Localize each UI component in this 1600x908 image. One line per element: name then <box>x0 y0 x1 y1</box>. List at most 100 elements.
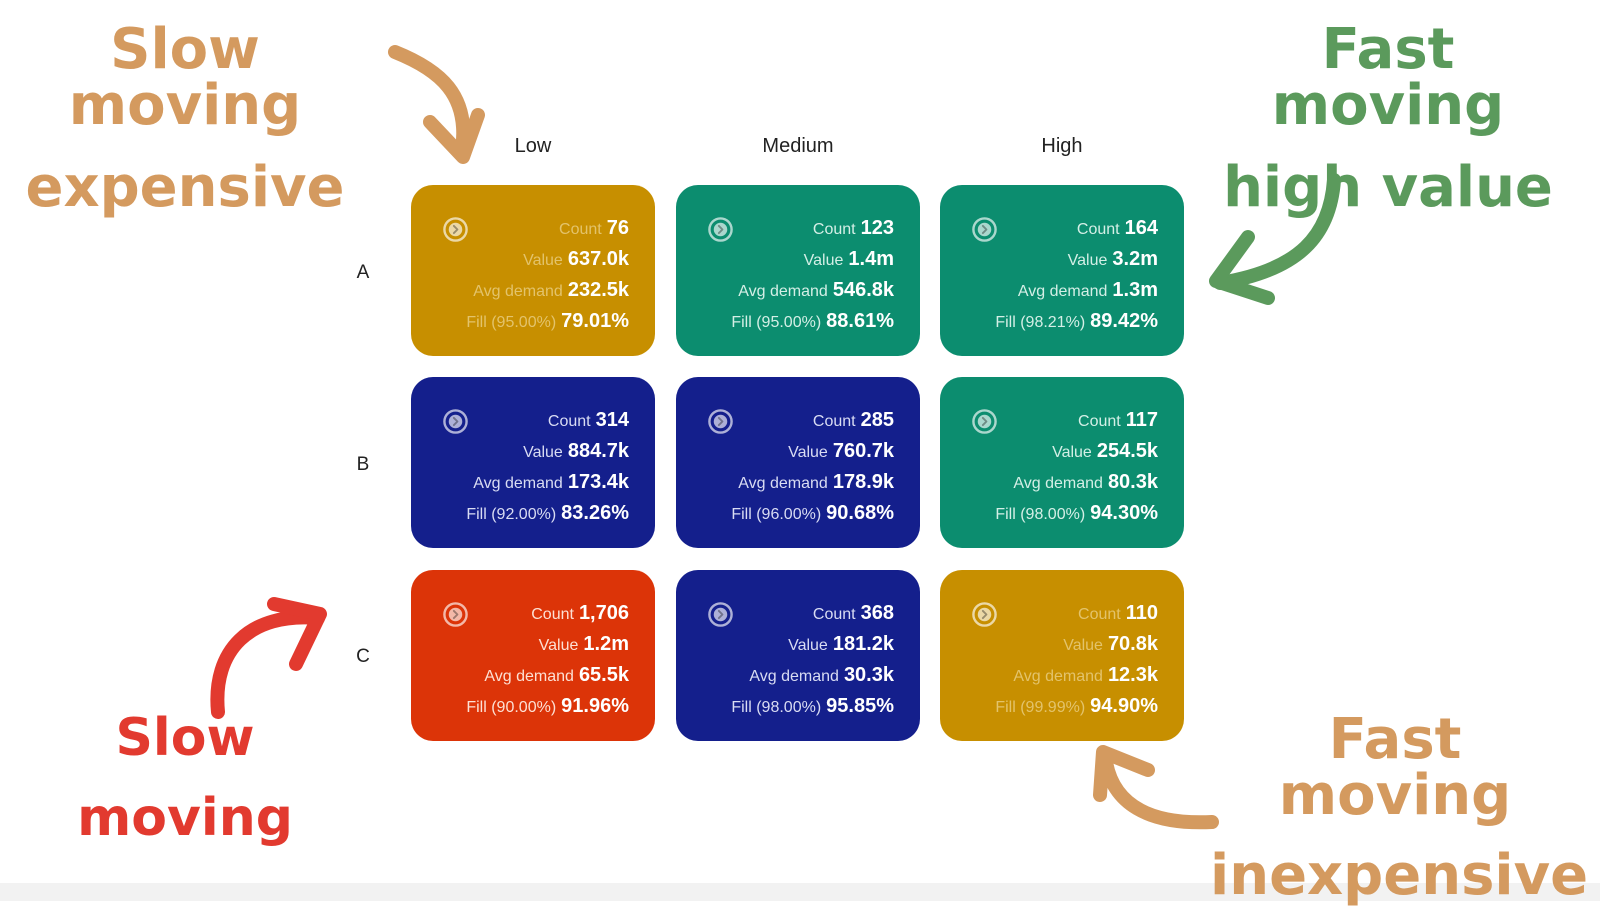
fill-row: Fill (92.00%) 83.26% <box>466 498 629 529</box>
arrow-top-left-head-icon <box>423 108 485 164</box>
card-metrics: Count 110 Value 70.8k Avg demand 12.3k Fill… <box>995 598 1158 722</box>
avg-demand-value: 12.3k <box>1107 664 1158 686</box>
fill-target-label: Fill (95.00%) <box>466 314 557 331</box>
matrix-card-a-medium[interactable]: Count 123 Value 1.4m Avg demand 546.8k Fill… <box>676 185 920 356</box>
value-label: Value <box>523 252 563 269</box>
avg-demand-label: Avg demand <box>473 283 563 300</box>
annotation-line: Slow moving <box>68 17 302 138</box>
count-label: Count <box>812 606 856 623</box>
avg-demand-value: 65.5k <box>578 664 629 686</box>
chevron-circle-icon[interactable] <box>707 216 734 243</box>
avg-demand-value: 232.5k <box>567 279 629 301</box>
chevron-circle-icon[interactable] <box>707 408 734 435</box>
count-value: 123 <box>860 217 894 239</box>
bottom-strip <box>0 883 1600 901</box>
value-row: Value 637.0k <box>466 244 629 275</box>
matrix-card-a-high[interactable]: Count 164 Value 3.2m Avg demand 1.3m Fill (… <box>940 185 1184 356</box>
fill-row: Fill (99.99%) 94.90% <box>995 691 1158 722</box>
avg-demand-label: Avg demand <box>738 283 828 300</box>
value-row: Value 1.2m <box>466 629 629 660</box>
value-label: Value <box>523 444 563 461</box>
fill-value: 88.61% <box>826 310 894 332</box>
fill-target-label: Fill (95.00%) <box>731 314 822 331</box>
chevron-circle-icon[interactable] <box>971 408 998 435</box>
count-value: 110 <box>1125 602 1158 624</box>
count-label: Count <box>1076 221 1120 238</box>
annotation-fast-moving-high-value: Fast moving high value <box>1208 22 1568 216</box>
fill-row: Fill (95.00%) 88.61% <box>731 306 894 337</box>
chevron-circle-icon[interactable] <box>442 601 469 628</box>
fill-row: Fill (98.00%) 94.30% <box>995 498 1158 529</box>
avg-demand-row: Avg demand 80.3k <box>995 467 1158 498</box>
count-row: Count 110 <box>995 598 1158 629</box>
annotation-line: high value <box>1223 155 1553 220</box>
annotation-line: inexpensive <box>1210 843 1589 908</box>
value-value: 884.7k <box>567 440 629 462</box>
card-metrics: Count 164 Value 3.2m Avg demand 1.3m Fill (… <box>995 213 1158 337</box>
value-row: Value 884.7k <box>466 436 629 467</box>
annotation-fast-moving-inexpensive: Fast moving inexpensive <box>1210 712 1589 908</box>
matrix-card-c-low[interactable]: Count 1,706 Value 1.2m Avg demand 65.5k Fil… <box>411 570 655 741</box>
value-value: 254.5k <box>1096 440 1158 462</box>
count-value: 368 <box>860 602 894 624</box>
avg-demand-row: Avg demand 232.5k <box>466 275 629 306</box>
avg-demand-label: Avg demand <box>738 475 828 492</box>
avg-demand-row: Avg demand 30.3k <box>731 660 894 691</box>
fill-value: 79.01% <box>561 310 629 332</box>
arrow-bottom-left-icon <box>210 610 325 719</box>
matrix-card-b-medium[interactable]: Count 285 Value 760.7k Avg demand 178.9k Fi… <box>676 377 920 548</box>
fill-target-label: Fill (98.00%) <box>731 699 822 716</box>
fill-target-label: Fill (98.21%) <box>995 314 1086 331</box>
chevron-circle-icon[interactable] <box>971 216 998 243</box>
count-value: 285 <box>860 409 894 431</box>
fill-row: Fill (95.00%) 79.01% <box>466 306 629 337</box>
fill-row: Fill (98.21%) 89.42% <box>995 306 1158 337</box>
card-metrics: Count 117 Value 254.5k Avg demand 80.3k Fil… <box>995 405 1158 529</box>
matrix-card-a-low[interactable]: Count 76 Value 637.0k Avg demand 232.5k Fil… <box>411 185 655 356</box>
count-label: Count <box>559 221 602 238</box>
chevron-circle-icon[interactable] <box>971 601 998 628</box>
matrix-card-c-medium[interactable]: Count 368 Value 181.2k Avg demand 30.3k Fil… <box>676 570 920 741</box>
fill-target-label: Fill (98.00%) <box>995 506 1086 523</box>
avg-demand-value: 173.4k <box>567 471 629 493</box>
avg-demand-label: Avg demand <box>1013 475 1103 492</box>
value-value: 1.4m <box>848 248 894 270</box>
fill-row: Fill (90.00%) 91.96% <box>466 691 629 722</box>
row-header-a: A <box>356 262 370 283</box>
card-metrics: Count 368 Value 181.2k Avg demand 30.3k Fil… <box>731 598 894 722</box>
count-label: Count <box>1078 606 1121 623</box>
arrow-top-right-icon <box>1213 173 1341 290</box>
avg-demand-row: Avg demand 178.9k <box>731 467 894 498</box>
fill-row: Fill (96.00%) 90.68% <box>731 498 894 529</box>
arrow-bottom-right-head-icon <box>1093 745 1155 802</box>
row-header-c: C <box>356 646 370 667</box>
count-value: 314 <box>595 409 629 431</box>
annotation-slow-moving-expensive: Slow moving expensive <box>10 22 360 216</box>
fill-value: 95.85% <box>826 695 894 717</box>
matrix-card-b-high[interactable]: Count 117 Value 254.5k Avg demand 80.3k Fil… <box>940 377 1184 548</box>
value-label: Value <box>803 252 844 269</box>
avg-demand-row: Avg demand 65.5k <box>466 660 629 691</box>
avg-demand-label: Avg demand <box>749 668 839 685</box>
value-row: Value 1.4m <box>731 244 894 275</box>
value-label: Value <box>1067 252 1108 269</box>
arrow-top-right-head-icon <box>1209 230 1275 305</box>
chevron-circle-icon[interactable] <box>442 408 469 435</box>
matrix-card-b-low[interactable]: Count 314 Value 884.7k Avg demand 173.4k Fi… <box>411 377 655 548</box>
matrix-card-c-high[interactable]: Count 110 Value 70.8k Avg demand 12.3k Fill… <box>940 570 1184 741</box>
card-metrics: Count 285 Value 760.7k Avg demand 178.9k Fi… <box>731 405 894 529</box>
count-row: Count 1,706 <box>466 598 629 629</box>
avg-demand-value: 178.9k <box>832 471 894 493</box>
count-label: Count <box>1078 413 1121 430</box>
chevron-circle-icon[interactable] <box>707 601 734 628</box>
value-value: 1.2m <box>583 633 629 655</box>
chevron-circle-icon[interactable] <box>442 216 469 243</box>
value-value: 70.8k <box>1107 633 1158 655</box>
annotation-line: expensive <box>25 155 345 220</box>
fill-value: 91.96% <box>561 695 629 717</box>
card-metrics: Count 1,706 Value 1.2m Avg demand 65.5k Fil… <box>466 598 629 722</box>
fill-row: Fill (98.00%) 95.85% <box>731 691 894 722</box>
count-row: Count 117 <box>995 405 1158 436</box>
row-header-b: B <box>356 454 370 475</box>
count-value: 164 <box>1124 217 1158 239</box>
